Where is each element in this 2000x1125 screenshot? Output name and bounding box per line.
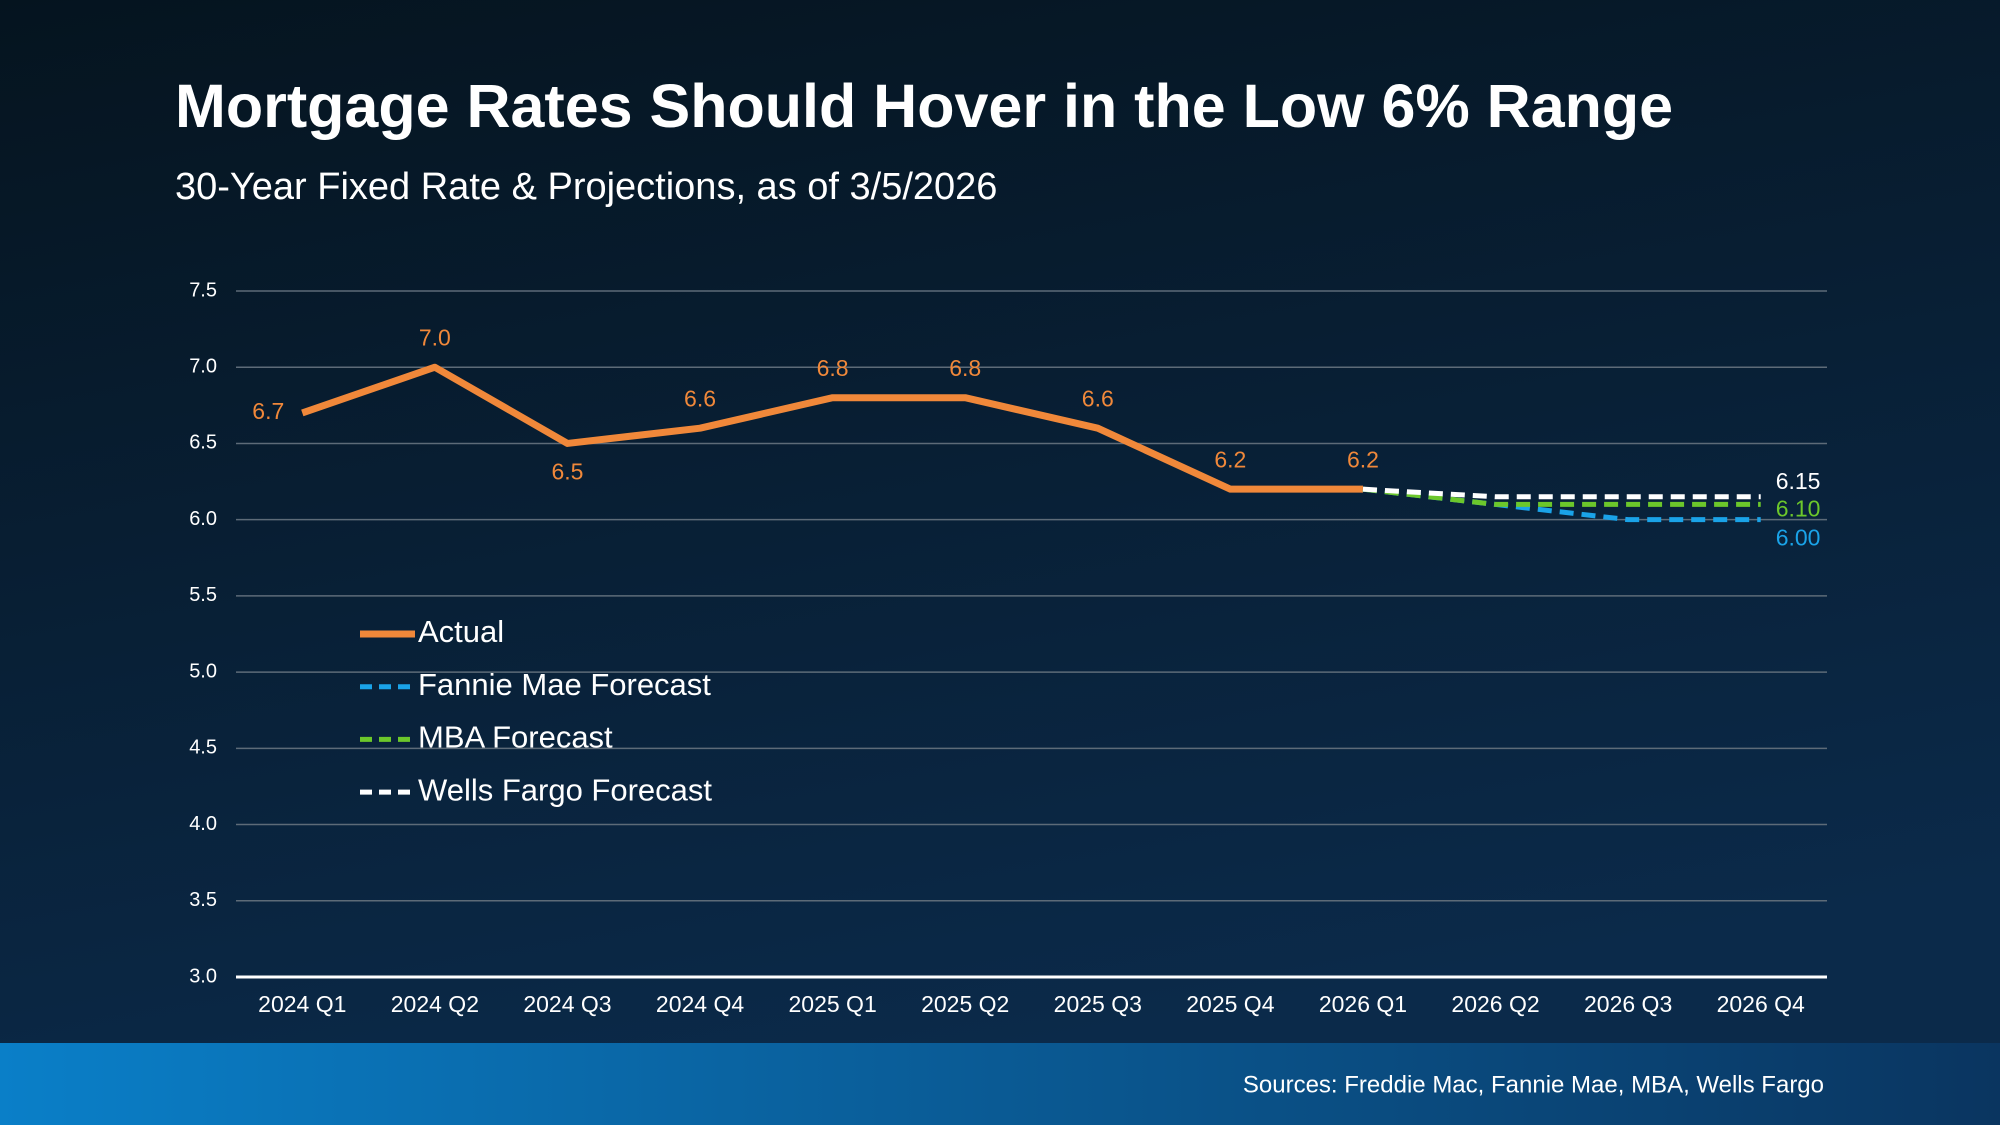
- y-tick-label: 6.0: [189, 508, 217, 530]
- data-label: 6.2: [1347, 446, 1379, 472]
- data-label: 6.7: [252, 398, 284, 424]
- x-tick-label: 2026 Q1: [1319, 991, 1407, 1017]
- y-tick-label: 7.5: [189, 279, 217, 301]
- y-tick-label: 7.0: [189, 356, 217, 378]
- data-label: 6.00: [1776, 525, 1821, 551]
- footer-bar: [0, 1043, 2000, 1125]
- x-tick-label: 2025 Q4: [1186, 991, 1274, 1017]
- y-tick-label: 6.5: [189, 432, 217, 454]
- source: Sources: Freddie Mac, Fannie Mae, MBA, W…: [1243, 1071, 1824, 1098]
- x-tick-label: 2025 Q1: [789, 991, 877, 1017]
- x-tick-label: 2024 Q3: [523, 991, 611, 1017]
- x-tick-label: 2024 Q1: [258, 991, 346, 1017]
- data-label: 6.6: [1082, 385, 1114, 411]
- y-tick-label: 5.0: [189, 660, 217, 682]
- data-label: 6.5: [551, 459, 583, 485]
- x-tick-label: 2026 Q4: [1717, 991, 1805, 1017]
- data-label: 7.0: [419, 324, 451, 350]
- data-label: 6.10: [1776, 496, 1821, 522]
- legend-label: Fannie Mae Forecast: [418, 667, 711, 702]
- y-tick-label: 4.0: [189, 813, 217, 835]
- x-tick-label: 2026 Q3: [1584, 991, 1672, 1017]
- data-label: 6.15: [1776, 468, 1821, 494]
- series-line: [1362, 486, 1761, 507]
- legend-label: MBA Forecast: [418, 720, 613, 755]
- x-tick-label: 2024 Q4: [656, 991, 744, 1017]
- data-label: 6.6: [684, 385, 716, 411]
- y-tick-label: 3.5: [189, 889, 217, 911]
- x-tick-label: 2026 Q2: [1451, 991, 1539, 1017]
- legend-label: Actual: [418, 614, 504, 649]
- x-tick-label: 2024 Q2: [391, 991, 479, 1017]
- x-tick-label: 2025 Q2: [921, 991, 1009, 1017]
- y-tick-label: 3.0: [189, 965, 217, 987]
- data-label: 6.8: [949, 355, 981, 381]
- y-tick-label: 5.5: [189, 584, 217, 606]
- data-label: 6.8: [817, 355, 849, 381]
- data-label: 6.2: [1214, 446, 1246, 472]
- series-line: [1362, 486, 1761, 500]
- y-tick-label: 4.5: [189, 737, 217, 759]
- x-tick-label: 2025 Q3: [1054, 991, 1142, 1017]
- chart-subtitle: 30-Year Fixed Rate & Projections, as of …: [175, 166, 997, 208]
- series-line: [301, 363, 1363, 493]
- chart-title: Mortgage Rates Should Hover in the Low 6…: [175, 72, 1673, 140]
- legend-label: Wells Fargo Forecast: [418, 772, 712, 807]
